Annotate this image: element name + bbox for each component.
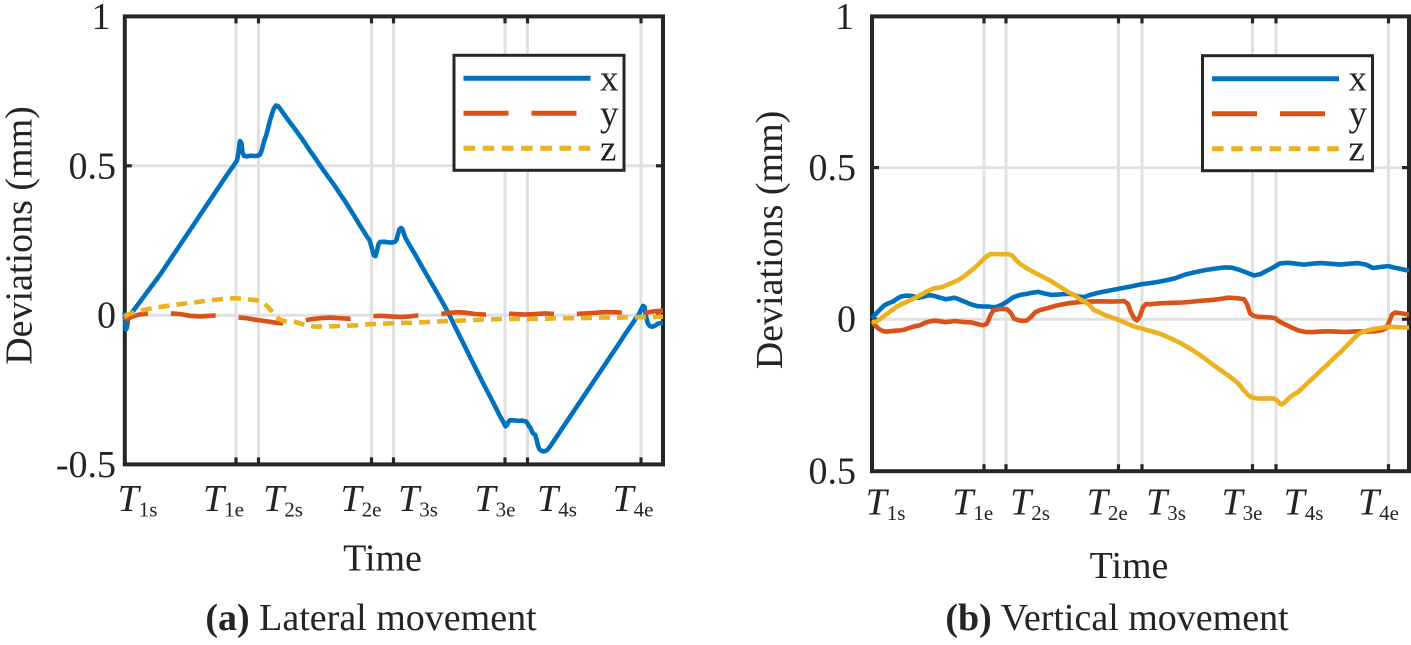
svg-text:Time: Time bbox=[343, 538, 422, 580]
svg-text:T4s: T4s bbox=[537, 478, 577, 522]
svg-text:0: 0 bbox=[97, 295, 116, 337]
svg-text:x: x bbox=[600, 58, 619, 99]
svg-text:T3s: T3s bbox=[1146, 482, 1186, 526]
svg-text:T1e: T1e bbox=[203, 478, 244, 522]
svg-text:T3s: T3s bbox=[398, 478, 438, 522]
svg-text:T2e: T2e bbox=[1087, 482, 1128, 526]
svg-text:0.5: 0.5 bbox=[809, 147, 857, 189]
svg-text:1: 1 bbox=[92, 0, 111, 38]
svg-text:T4s: T4s bbox=[1284, 482, 1324, 526]
svg-text:(a) Lateral movement: (a) Lateral movement bbox=[205, 597, 537, 639]
svg-text:(b) Vertical movement: (b) Vertical movement bbox=[945, 597, 1289, 639]
svg-text:T2e: T2e bbox=[341, 478, 382, 522]
svg-text:Deviations (mm): Deviations (mm) bbox=[0, 106, 41, 365]
svg-text:T3e: T3e bbox=[475, 478, 516, 522]
svg-text:z: z bbox=[1349, 129, 1365, 170]
svg-text:y: y bbox=[600, 93, 619, 134]
svg-text:z: z bbox=[600, 128, 616, 169]
svg-text:T4e: T4e bbox=[1358, 482, 1399, 526]
svg-text:Deviations (mm): Deviations (mm) bbox=[749, 111, 791, 370]
svg-text:0: 0 bbox=[837, 299, 856, 341]
svg-text:0.5: 0.5 bbox=[69, 145, 117, 187]
svg-text:T4e: T4e bbox=[613, 478, 654, 522]
svg-text:-0.5: -0.5 bbox=[56, 444, 116, 486]
svg-text:1: 1 bbox=[835, 0, 854, 38]
svg-text:T1s: T1s bbox=[118, 478, 158, 522]
svg-text:T2s: T2s bbox=[263, 478, 303, 522]
svg-text:Time: Time bbox=[1090, 545, 1169, 587]
svg-text:T1s: T1s bbox=[866, 482, 906, 526]
svg-text:0.5: 0.5 bbox=[809, 451, 857, 493]
svg-text:T3e: T3e bbox=[1222, 482, 1263, 526]
svg-text:T1e: T1e bbox=[952, 482, 993, 526]
svg-text:T2s: T2s bbox=[1010, 482, 1050, 526]
svg-text:x: x bbox=[1349, 59, 1368, 100]
svg-text:y: y bbox=[1349, 94, 1368, 135]
